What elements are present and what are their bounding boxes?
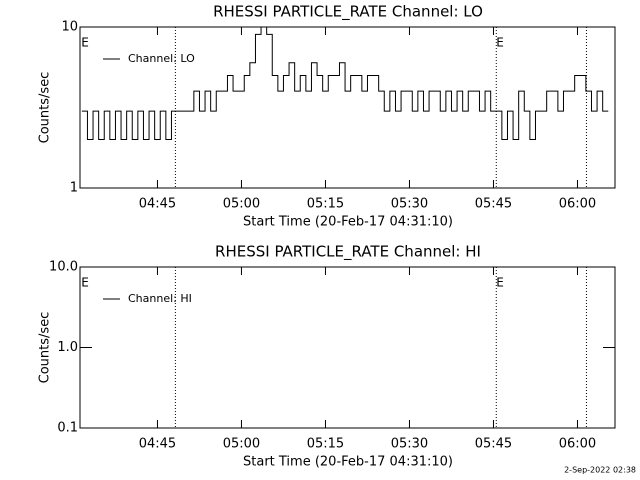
y-tick-label: 10: [61, 20, 78, 35]
x-tick-label: 04:45: [139, 197, 176, 212]
legend-label: Channel: HI: [128, 292, 192, 305]
flag-label: E: [81, 36, 89, 50]
y-axis-title: Counts/sec: [38, 312, 53, 384]
x-tick-label: 05:15: [307, 197, 344, 212]
legend-label: Channel: LO: [128, 52, 195, 65]
x-tick-label: 05:00: [223, 197, 260, 212]
footer: 2-Sep-2022 02:38: [564, 466, 636, 475]
x-tick-label: 06:00: [559, 197, 596, 212]
chart-title: RHESSI PARTICLE_RATE Channel: HI: [215, 243, 481, 262]
y-tick-label: 1: [70, 181, 78, 196]
y-tick-label: 10.0: [49, 260, 78, 275]
flag-label: E: [496, 276, 504, 290]
x-tick-label: 05:30: [391, 437, 428, 452]
data-line: [81, 26, 609, 141]
x-tick-label: 05:30: [391, 197, 428, 212]
x-tick-label: 05:45: [475, 197, 512, 212]
x-axis-title: Start Time (20-Feb-17 04:31:10): [243, 455, 453, 470]
x-tick-label: 05:00: [223, 437, 260, 452]
x-tick-label: 05:15: [307, 437, 344, 452]
y-tick-label: 0.1: [57, 421, 78, 436]
x-tick-label: 06:00: [559, 437, 596, 452]
flag-label: E: [81, 276, 89, 290]
y-axis-title: Counts/sec: [38, 72, 53, 144]
x-axis-title: Start Time (20-Feb-17 04:31:10): [243, 215, 453, 230]
x-tick-label: 04:45: [139, 437, 176, 452]
flag-label: E: [496, 36, 504, 50]
chart-title: RHESSI PARTICLE_RATE Channel: LO: [213, 3, 483, 22]
x-tick-label: 05:45: [475, 437, 512, 452]
y-tick-label: 1.0: [57, 340, 78, 355]
plot-frame: [79, 26, 616, 189]
